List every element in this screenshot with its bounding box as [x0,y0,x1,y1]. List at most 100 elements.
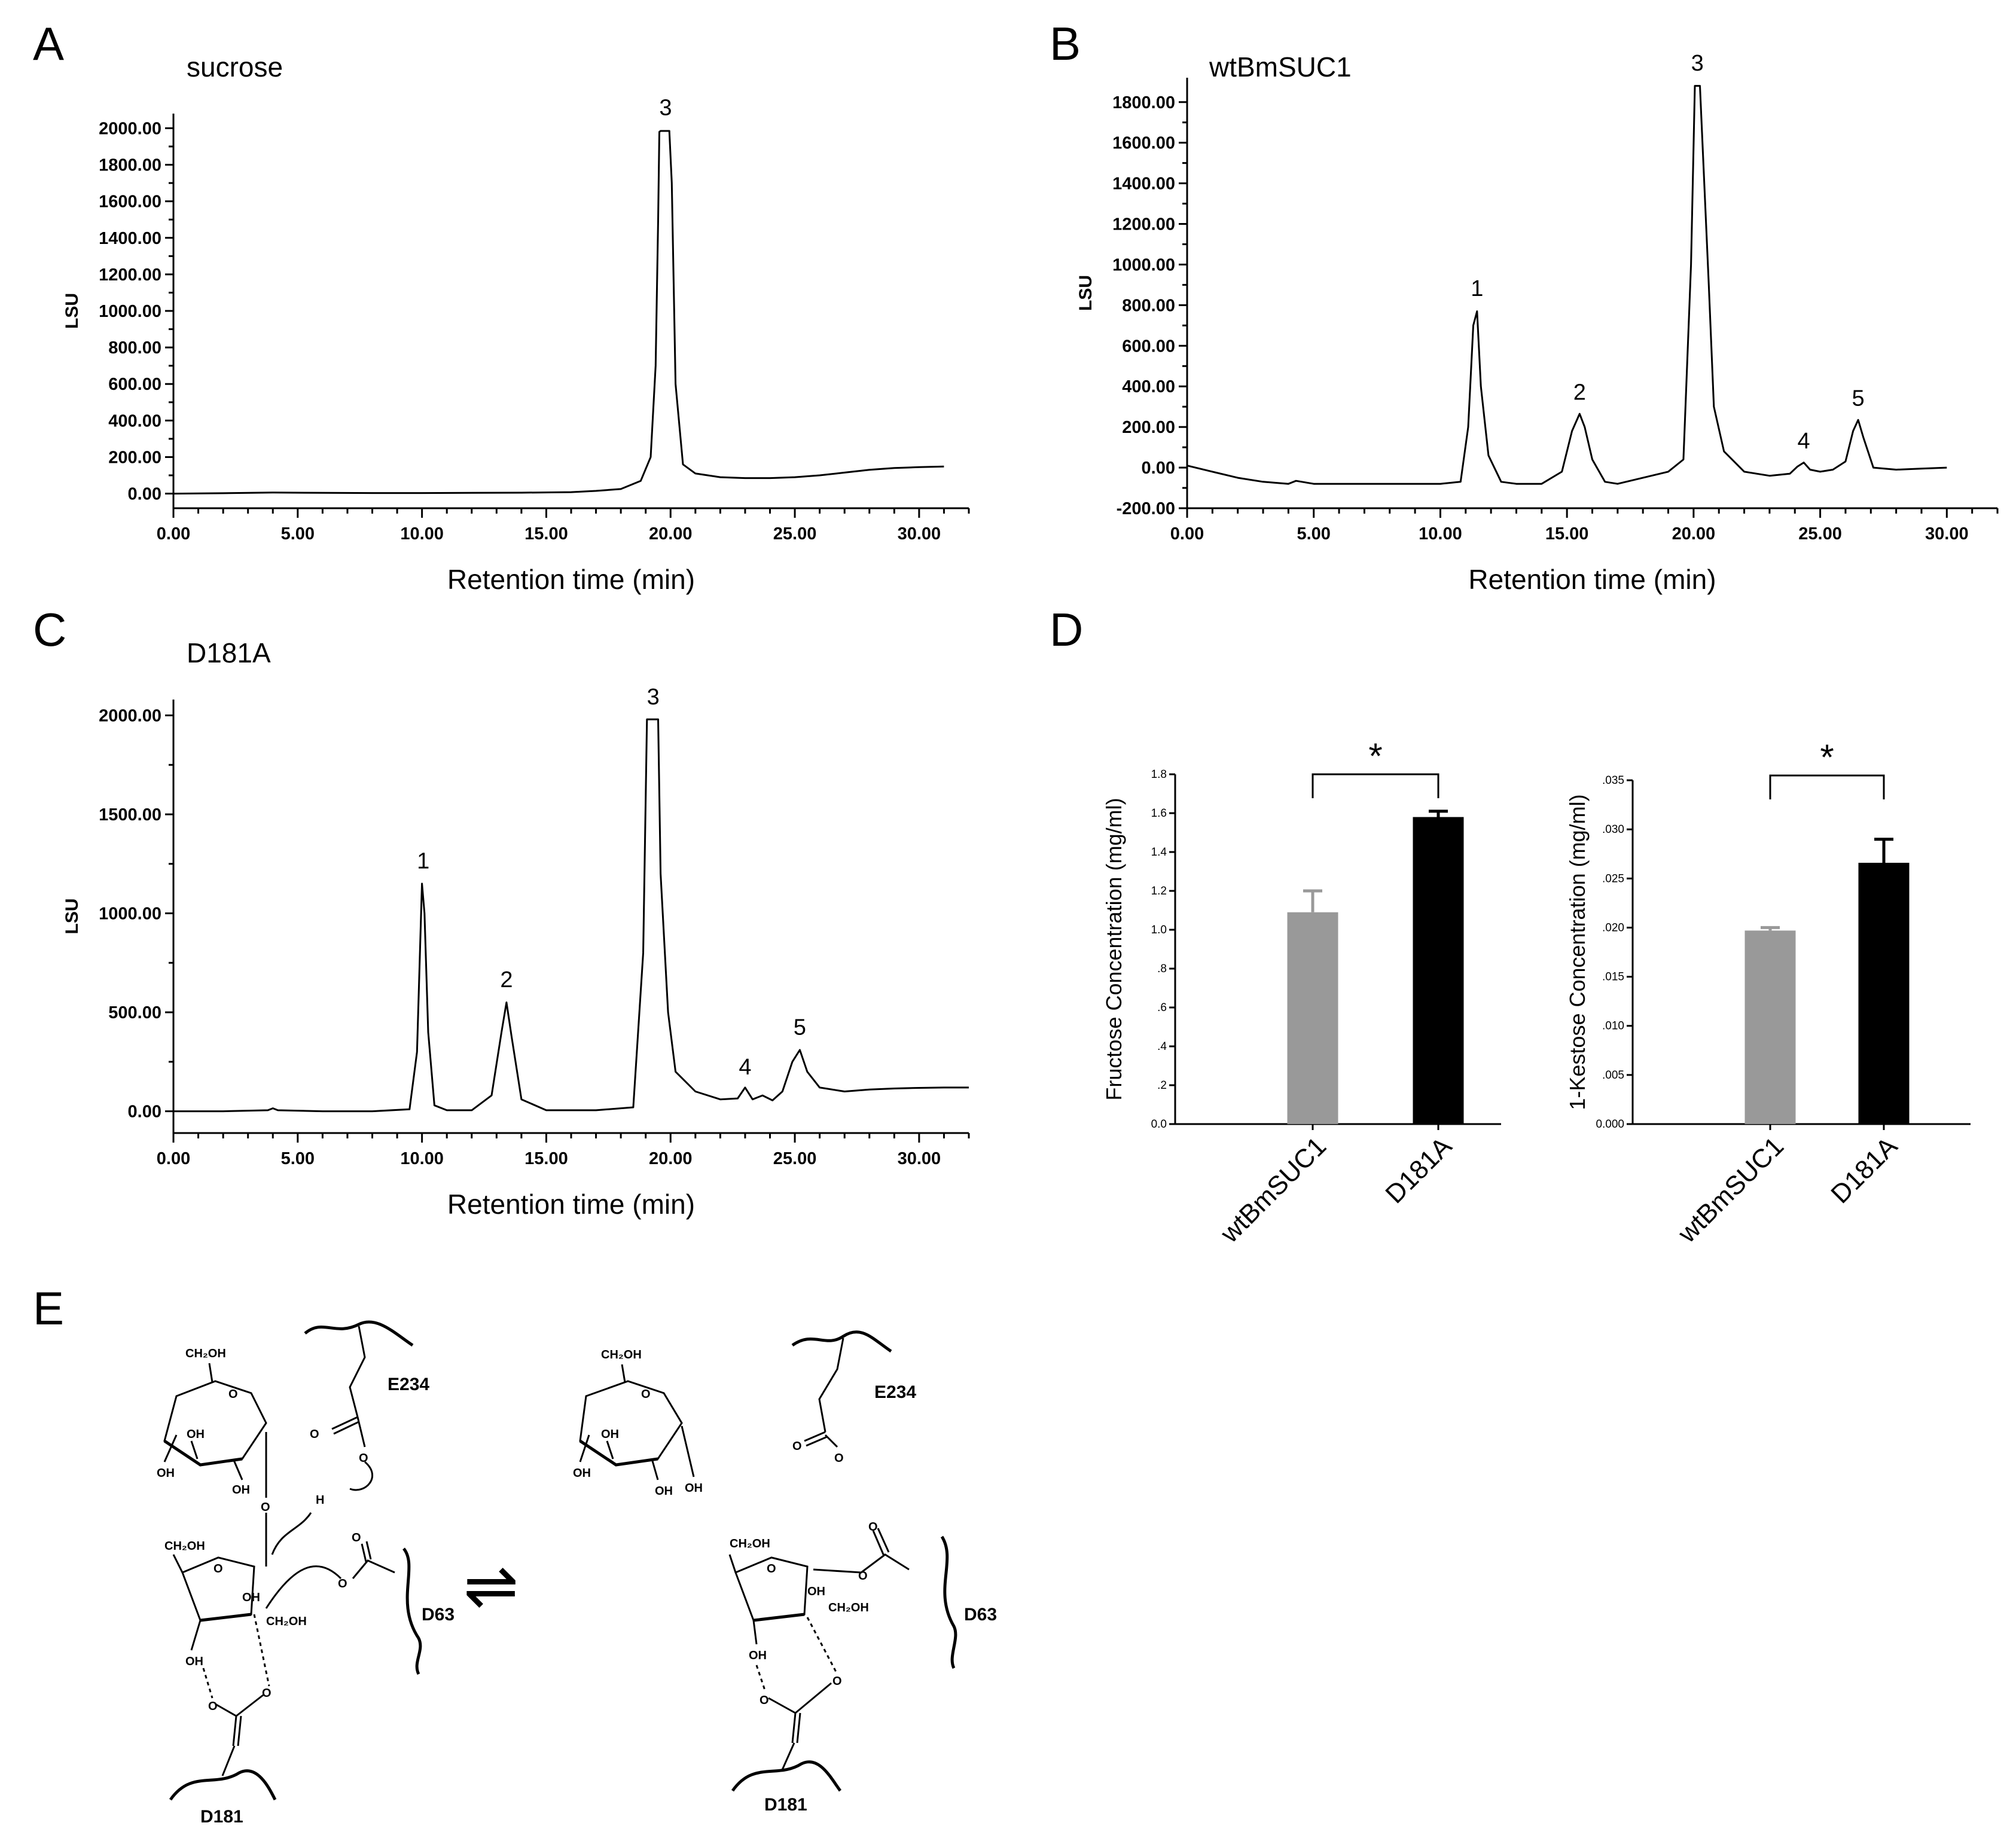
bar-chart-fructose: 0.0 .2 .4 .6 .8 1.0 1.2 1.4 1.6 1.8 Fructose Conce… [1102,736,1501,1249]
y-tick-label: .030 [1602,823,1624,836]
y-axis-label: 1-Kestose Concentration (mg/ml) [1565,794,1590,1110]
glucose-oh3-right: OH [655,1485,673,1498]
bar-chart-kestose: 0.000 .005 .010 .015 .020 .025 .030 .035 1-Kesto… [1565,737,1971,1249]
x-tick-label: 25.00 [773,524,817,543]
glucose-ch2oh-bond-left [208,1363,214,1383]
peak-label: 1 [1471,276,1483,301]
reaction-mechanism-scheme: O O E234 CH₂OH O OH OH OH O H O CH₂OH [157,1320,997,1827]
y-tick-label: .4 [1157,1040,1167,1053]
y-tick-label: .020 [1602,921,1624,934]
d181-sidechain-left [221,1745,236,1776]
y-axis-label: LSU [62,899,82,935]
y-tick-label: -200.00 [1117,499,1175,518]
bar-wtbmsuc1 [1744,930,1796,1124]
d181-o2-right: O [832,1675,842,1688]
bar-d181a [1858,863,1910,1124]
category-label: wtBmSUC1 [1215,1131,1332,1248]
d63-label-left: D63 [422,1605,455,1625]
y-tick-label: .035 [1602,774,1624,787]
fructose-ring-bold-edge-right [753,1613,805,1622]
x-tick-label: 10.00 [1419,524,1462,543]
d63-bond-right [813,1528,910,1574]
y-tick-label: 1.4 [1151,846,1167,859]
fructose-ch2oh-bond-left [172,1554,184,1573]
peak-label: 2 [500,967,513,993]
e234-carbonyl-right [804,1431,828,1447]
y-tick-label: 600.00 [1122,337,1175,356]
significance-star: * [1368,736,1382,776]
y-tick-label: 0.00 [128,485,161,504]
y-tick-label: 400.00 [108,411,161,430]
x-tick-label: 30.00 [898,1149,941,1168]
y-tick-label: .010 [1602,1020,1624,1033]
e234-sidechain-right [818,1338,844,1433]
d181-backbone-left [169,1769,277,1801]
fructose-oh-lower-left: OH [185,1655,203,1668]
y-tick-label: 1.8 [1151,768,1167,781]
y-tick-label: 2000.00 [99,119,161,138]
e234-o-double-right: O [792,1440,802,1453]
e234-arrow-left [349,1461,373,1491]
y-tick-label: 1600.00 [99,193,161,212]
panel-c-title: D181A [187,637,271,668]
category-label: D181A [1825,1131,1903,1209]
d63-backbone-left [402,1547,422,1675]
y-tick-label: 1.0 [1151,924,1167,936]
glucose-ring-o-right: O [641,1388,651,1401]
y-axis-label: Fructose Concentration (mg/ml) [1102,798,1126,1100]
glucose-oh4-right: OH [685,1482,703,1495]
y-tick-label: .8 [1157,963,1167,975]
x-tick-label: 10.00 [400,1149,444,1168]
chromatogram-d181a: 0.00 500.00 1000.00 1500.00 2000.00 0.00 5.00 1… [62,685,970,1220]
panel-letter-e: E [33,1282,64,1335]
y-tick-label: 1500.00 [99,805,161,825]
glycosidic-o-left: O [261,1501,270,1514]
peak-label: 4 [1798,429,1810,454]
peak-label: 5 [1852,386,1865,411]
fructose-ring-bold-edge-left [200,1613,252,1622]
x-tick-label: 0.00 [1170,524,1204,543]
glucose-ch2oh-bond-right [621,1364,626,1383]
y-tick-label: 1400.00 [99,229,161,248]
y-tick-label: .6 [1157,1001,1167,1014]
y-tick-label: 600.00 [108,375,161,394]
d63-o-double-right: O [868,1520,878,1534]
x-tick-label: 25.00 [1798,524,1842,543]
y-axis-label: LSU [62,293,82,329]
fructose-ring-o-right: O [767,1562,776,1575]
x-axis-label: Retention time (min) [1468,564,1716,595]
y-tick-label: .015 [1602,971,1624,984]
d181-o1-right: O [760,1694,769,1707]
glucose-oh-bonds-right [579,1425,695,1480]
glucose-oh2-left: OH [187,1428,205,1441]
panel-letter-a: A [33,17,64,70]
fructose-oh-lower-right: OH [749,1649,767,1662]
y-tick-label: 800.00 [1122,296,1175,315]
x-tick-label: 15.00 [524,524,568,543]
x-tick-label: 30.00 [1925,524,1969,543]
scheme-right-state: O O E234 CH₂OH O OH OH OH OH O CH₂OH OH … [573,1330,997,1815]
d181-hbond-1-left [202,1668,214,1699]
y-tick-label: 400.00 [1122,377,1175,396]
e234-label-left: E234 [388,1375,429,1394]
chromatogram-wtbmsuc1: -200.00 0.00 200.00 400.00 600.00 800.00 1000.… [1076,51,1999,595]
significance-star: * [1820,737,1834,777]
glucose-ring-bold-edge-right [579,1439,658,1467]
y-tick-label: .2 [1157,1079,1167,1092]
fructose-ring-left [181,1556,255,1622]
y-tick-label: 1000.00 [99,905,161,924]
x-tick-label: 5.00 [1297,524,1330,543]
e234-label-right: E234 [874,1382,916,1402]
significance-bracket [1312,773,1439,798]
x-tick-label: 25.00 [773,1149,817,1168]
y-tick-label: 0.00 [128,1103,161,1122]
d63-o-ester-right: O [858,1570,868,1583]
y-tick-label: 1800.00 [1112,93,1175,112]
glucose-oh2-right: OH [601,1428,619,1441]
e234-oxygen-bond [356,1416,366,1448]
y-axis-label: LSU [1076,275,1096,311]
d63-attack-arrow-left [265,1565,342,1609]
y-tick-label: 1.2 [1151,885,1167,897]
glucose-ch2oh-right: CH₂OH [601,1348,642,1361]
d63-o-minus-left: O [338,1577,347,1590]
